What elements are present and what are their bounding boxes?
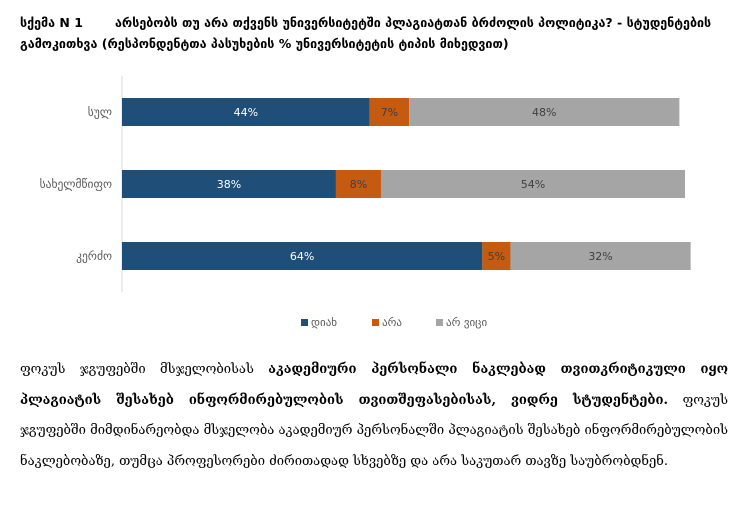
bar-segment bbox=[122, 242, 483, 270]
bar-segment bbox=[380, 170, 685, 198]
data-label: 8% bbox=[350, 178, 367, 191]
data-label: 32% bbox=[588, 250, 612, 263]
paragraph-bold-text: აკადემიური პერსონალი ნაკლებად თვითკრიტიკ… bbox=[20, 362, 728, 408]
paragraph-text-1: ფოკუს ჯგუფებში მსჯელობისას bbox=[20, 362, 269, 377]
legend-swatch bbox=[436, 319, 443, 326]
bar-segment bbox=[510, 242, 691, 270]
legend-swatch bbox=[372, 319, 379, 326]
bar-segment bbox=[369, 98, 410, 126]
category-label: სახელმწიფო bbox=[40, 177, 112, 191]
legend-label: არ ვიცი bbox=[446, 316, 487, 329]
legend-label: დიახ bbox=[311, 316, 337, 329]
data-label: 7% bbox=[381, 106, 398, 119]
bar-segment bbox=[335, 170, 381, 198]
data-label: 54% bbox=[521, 178, 545, 191]
legend-label: არა bbox=[382, 316, 402, 329]
bar-segment bbox=[122, 170, 336, 198]
body-paragraph: ფოკუს ჯგუფებში მსჯელობისას აკადემიური პე… bbox=[20, 355, 728, 477]
data-label: 5% bbox=[488, 250, 505, 263]
bar-segment bbox=[409, 98, 680, 126]
bar-segment bbox=[482, 242, 511, 270]
data-label: 48% bbox=[532, 106, 556, 119]
data-label: 64% bbox=[290, 250, 314, 263]
stacked-bar-chart: სულ 44% 7% 48% სახელმწიფო 38% 8% 54% კერძო 64% 5% 3… bbox=[40, 76, 691, 329]
category-label: სულ bbox=[88, 105, 112, 119]
data-label: 44% bbox=[234, 106, 258, 119]
bar-segment bbox=[122, 98, 370, 126]
category-label: კერძო bbox=[76, 249, 112, 263]
figure-heading: სქემა N 1 არსებობს თუ არა თქვენს უნივერსი… bbox=[20, 12, 730, 54]
data-label: 38% bbox=[217, 178, 241, 191]
figure-label: სქემა N 1 bbox=[20, 15, 83, 30]
legend-swatch bbox=[301, 319, 308, 326]
figure-title: არსებობს თუ არა თქვენს უნივერსიტეტში პლა… bbox=[20, 15, 712, 51]
paragraph-text-2: ფოკუს ჯგუფებში მიმდინარეობდა მსჯელობა აკ… bbox=[20, 392, 728, 469]
